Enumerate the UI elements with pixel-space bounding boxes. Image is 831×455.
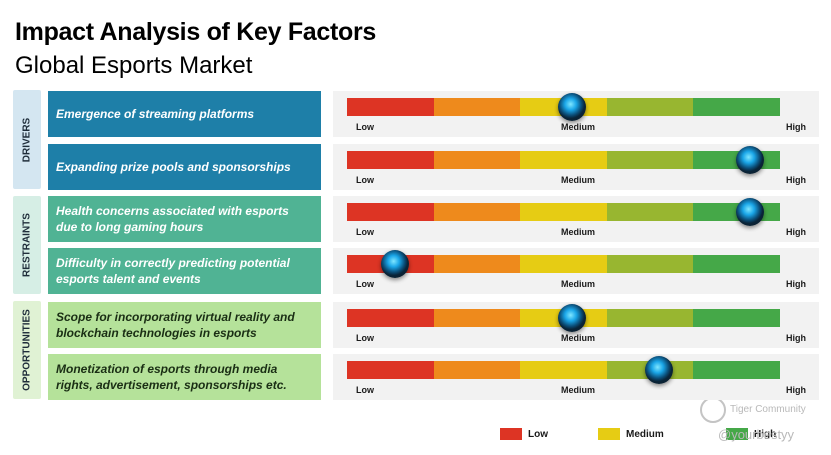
impact-segment (693, 98, 780, 116)
impact-segment (693, 255, 780, 273)
factor-label: Emergence of streaming platforms (48, 91, 321, 137)
impact-scale: Low Medium High (333, 196, 819, 242)
impact-segment (693, 309, 780, 327)
impact-scale: Low Medium High (333, 91, 819, 137)
impact-segment (520, 151, 607, 169)
impact-segment (347, 361, 434, 379)
scale-label-medium: Medium (561, 333, 596, 343)
impact-segment (606, 255, 694, 273)
impact-segment (347, 203, 434, 221)
impact-scale: Low Medium High (333, 354, 819, 400)
legend-swatch (500, 428, 522, 440)
scale-label-medium: Medium (561, 175, 596, 185)
watermark-line2: @yourbestyy (718, 427, 795, 442)
scale-label-medium: Medium (561, 122, 596, 132)
factor-label: Monetization of esports through media ri… (48, 354, 321, 400)
legend-item-low: Low (500, 427, 548, 441)
impact-segment (606, 98, 694, 116)
impact-segment (520, 203, 607, 221)
factor-label: Health concerns associated with esports … (48, 196, 321, 242)
scale-label-high: High (786, 175, 806, 185)
impact-scale: Low Medium High (333, 302, 819, 348)
impact-marker (644, 356, 673, 384)
category-drivers: DRIVERS (13, 90, 41, 189)
chart-title: Impact Analysis of Key Factors (15, 18, 377, 46)
category-restraints: RESTRAINTS (13, 196, 41, 294)
category-opportunities: OPPORTUNITIES (13, 301, 41, 399)
scale-label-medium: Medium (561, 279, 596, 289)
impact-segment (347, 309, 434, 327)
impact-marker (558, 93, 587, 121)
scale-label-high: High (786, 279, 806, 289)
impact-marker (558, 304, 587, 332)
impact-segment (693, 361, 780, 379)
chart-subtitle: Global Esports Market (15, 52, 253, 79)
legend-item-medium: Medium (598, 427, 664, 441)
category-label: OPPORTUNITIES (21, 309, 33, 391)
impact-bar (347, 255, 780, 273)
impact-segment (433, 309, 521, 327)
legend-label: Medium (626, 428, 664, 440)
impact-scale: Low Medium High (333, 144, 819, 190)
watermark-line1: Tiger Community (730, 404, 806, 415)
impact-segment (520, 361, 607, 379)
scale-label-high: High (786, 227, 806, 237)
impact-segment (433, 203, 521, 221)
scale-label-high: High (786, 333, 806, 343)
scale-label-low: Low (356, 279, 374, 289)
scale-label-low: Low (356, 333, 374, 343)
impact-segment (520, 255, 607, 273)
scale-label-low: Low (356, 122, 374, 132)
scale-label-low: Low (356, 175, 374, 185)
community-logo-icon (700, 397, 726, 423)
factor-label: Scope for incorporating virtual reality … (48, 302, 321, 348)
category-label: RESTRAINTS (21, 213, 33, 277)
impact-segment (347, 151, 434, 169)
watermark: Tiger Community @yourbestyy (700, 397, 820, 447)
legend-swatch (598, 428, 620, 440)
impact-marker (735, 198, 764, 226)
legend-swatch (726, 428, 748, 440)
impact-bar (347, 151, 780, 169)
legend-label: Low (528, 428, 548, 440)
category-label: DRIVERS (21, 117, 33, 162)
impact-segment (606, 151, 694, 169)
impact-segment (433, 255, 521, 273)
impact-segment (433, 98, 521, 116)
factor-label: Expanding prize pools and sponsorships (48, 144, 321, 190)
scale-label-low: Low (356, 385, 374, 395)
impact-bar (347, 361, 780, 379)
impact-scale: Low Medium High (333, 248, 819, 294)
impact-segment (433, 151, 521, 169)
impact-segment (433, 361, 521, 379)
scale-label-high: High (786, 122, 806, 132)
legend-item-high: High (726, 427, 776, 441)
scale-label-medium: Medium (561, 227, 596, 237)
scale-label-low: Low (356, 227, 374, 237)
impact-bar (347, 203, 780, 221)
impact-segment (347, 98, 434, 116)
legend-label: High (754, 428, 777, 440)
impact-marker (380, 250, 409, 278)
scale-label-high: High (786, 385, 806, 395)
scale-label-medium: Medium (561, 385, 596, 395)
impact-segment (606, 309, 694, 327)
impact-marker (735, 146, 764, 174)
factor-label: Difficulty in correctly predicting poten… (48, 248, 321, 294)
impact-segment (606, 203, 694, 221)
